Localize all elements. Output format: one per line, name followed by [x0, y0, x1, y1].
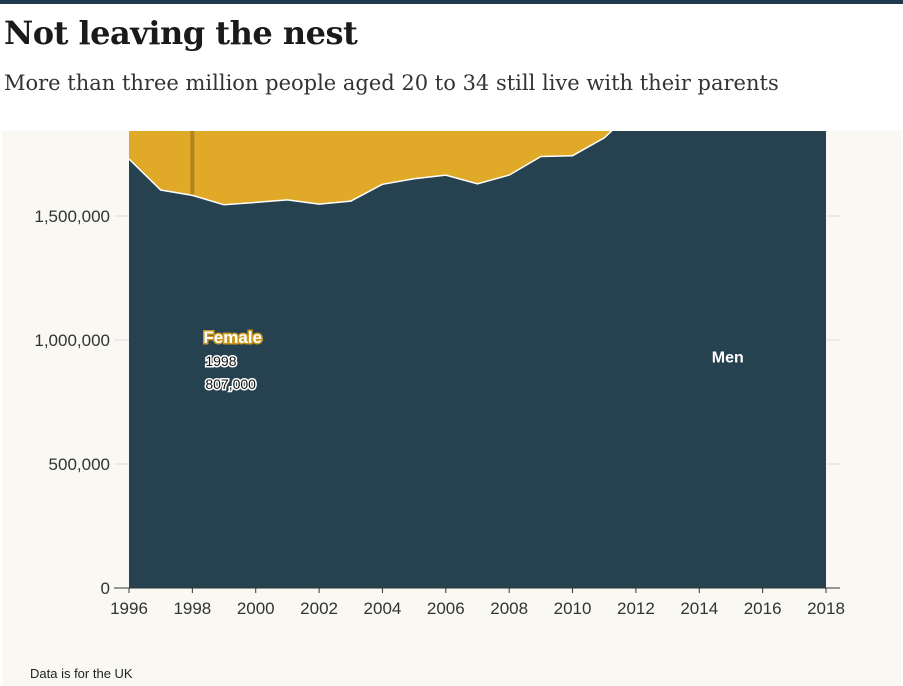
top-rule: [0, 0, 903, 4]
stacked-area-chart: 0500,0001,000,0001,500,0002,000,0002,500…: [34, 131, 845, 618]
x-tick-label: 2002: [300, 599, 338, 618]
y-tick-label: 1,500,000: [34, 207, 110, 226]
x-tick-label: 1998: [173, 599, 211, 618]
chart-subtitle: More than three million people aged 20 t…: [4, 71, 779, 95]
series-men-area: [129, 131, 826, 588]
annotation-value: 807,000: [205, 376, 256, 392]
y-tick-label: 500,000: [49, 455, 110, 474]
series-label-men: Men: [712, 349, 744, 366]
x-tick-label: 2000: [237, 599, 275, 618]
annotation-year: 1998: [205, 353, 236, 369]
x-tick-label: 2004: [364, 599, 402, 618]
label-layer: WomenMenFemale1998807,000: [190, 131, 744, 394]
y-tick-label: 0: [101, 579, 110, 598]
x-tick-label: 2008: [490, 599, 528, 618]
series-boundary-line: [128, 131, 613, 206]
x-tick-label: 2018: [807, 599, 845, 618]
x-tick-label: 2016: [744, 599, 782, 618]
footnote: Data is for the UK: [30, 666, 133, 681]
axis-layer: 0500,0001,000,0001,500,0002,000,0002,500…: [34, 207, 845, 618]
chart-panel: 0500,0001,000,0001,500,0002,000,0002,500…: [2, 131, 901, 686]
y-tick-label: 1,000,000: [34, 331, 110, 350]
x-tick-label: 2006: [427, 599, 465, 618]
annotation-title: Female: [203, 328, 262, 347]
x-tick-label: 1996: [110, 599, 148, 618]
area-layer: [128, 131, 826, 588]
x-tick-label: 2012: [617, 599, 655, 618]
x-tick-label: 2010: [554, 599, 592, 618]
x-tick-label: 2014: [680, 599, 718, 618]
series-women-area: [129, 131, 612, 205]
chart-title: Not leaving the nest: [4, 14, 358, 52]
